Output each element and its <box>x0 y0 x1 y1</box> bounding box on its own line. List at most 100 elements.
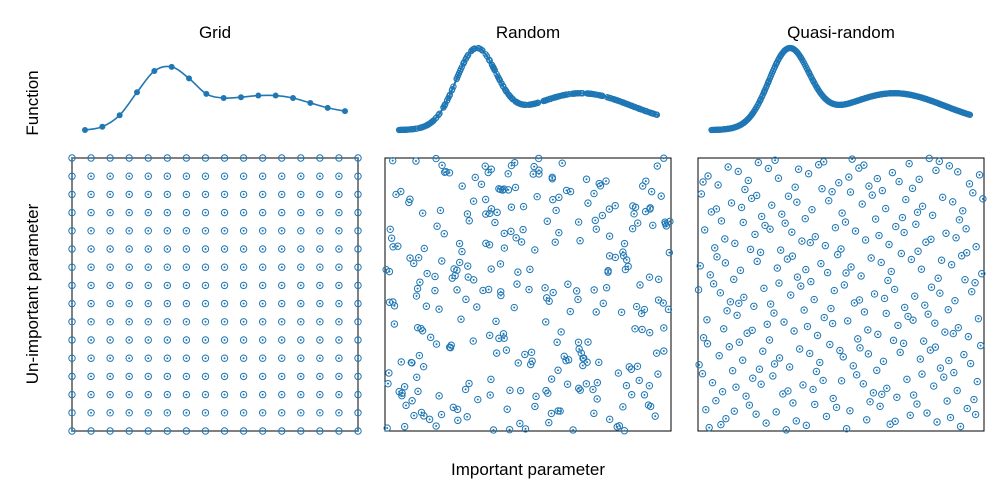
quasi-random-function-point <box>805 69 813 76</box>
quasi-random-sample-point-center <box>890 270 893 273</box>
random-function-point <box>444 97 451 104</box>
grid-sample-point <box>163 299 172 308</box>
grid-sample-point <box>68 318 76 326</box>
random-sample-point <box>534 154 543 163</box>
random-sample-point <box>654 275 663 284</box>
grid-sample-point-center <box>337 211 340 214</box>
quasi-random-sample-point <box>895 177 903 186</box>
random-sample-point-center <box>662 326 665 329</box>
quasi-random-sample-point <box>705 423 713 432</box>
quasi-random-sample-point <box>973 377 981 386</box>
random-sample-point-center <box>633 212 636 215</box>
function-panel-random <box>395 44 661 134</box>
quasi-random-sample-point-center <box>794 186 797 189</box>
grid-sample-point-center <box>337 229 340 232</box>
grid-sample-point-center <box>299 411 302 414</box>
grid-sample-point <box>87 427 95 435</box>
random-function-point <box>419 123 426 131</box>
random-sample-point <box>505 425 514 434</box>
quasi-random-sample-point-center <box>786 258 789 261</box>
quasi-random-sample-point <box>889 336 898 345</box>
grid-sample-point-center <box>280 229 283 232</box>
random-sample-point <box>519 225 527 234</box>
quasi-random-sample-point <box>802 421 811 430</box>
grid-sample-point-center <box>357 393 359 396</box>
quasi-random-sample-point <box>751 230 759 239</box>
quasi-random-sample-point <box>869 389 878 397</box>
grid-sample-point <box>220 427 229 435</box>
quasi-random-sample-point <box>905 159 913 168</box>
random-sample-point <box>449 403 457 412</box>
grid-sample-point-center <box>147 157 150 159</box>
quasi-random-sample-point-center <box>826 271 829 274</box>
grid-function-point <box>134 89 140 96</box>
quasi-random-sample-point <box>870 290 879 298</box>
grid-sample-point <box>335 154 343 162</box>
quasi-random-sample-point-center <box>939 367 942 370</box>
quasi-random-sample-point-center <box>914 223 917 226</box>
quasi-random-sample-point <box>848 155 856 163</box>
quasi-random-sample-point <box>726 298 735 306</box>
quasi-random-function-point <box>891 90 898 97</box>
grid-sample-point <box>87 318 95 326</box>
random-sample-point <box>410 259 418 268</box>
grid-sample-point-center <box>166 430 169 432</box>
quasi-random-sample-point <box>800 306 808 314</box>
grid-sample-point <box>239 427 248 435</box>
quasi-random-function-point <box>755 100 762 107</box>
grid-sample-point-center <box>223 266 226 269</box>
quasi-random-sample-point-center <box>921 205 924 208</box>
random-sample-point <box>406 195 414 203</box>
quasi-random-sample-point-center <box>759 251 762 254</box>
random-sample-point <box>647 187 656 196</box>
random-sample-point-center <box>557 196 560 199</box>
random-sample-point-center <box>557 369 560 372</box>
random-sample-point <box>419 362 428 371</box>
quasi-random-sample-point-center <box>858 298 861 301</box>
quasi-random-sample-point-center <box>822 379 825 382</box>
random-sample-point <box>499 186 507 194</box>
grid-sample-point <box>87 281 95 290</box>
random-sample-point-center <box>456 288 459 291</box>
grid-function-point <box>307 99 314 106</box>
quasi-random-function-point <box>907 91 914 98</box>
grid-sample-point-center <box>337 339 340 341</box>
quasi-random-sample-point <box>859 380 868 388</box>
quasi-random-sample-point-center <box>945 232 948 235</box>
random-sample-point <box>432 154 440 163</box>
quasi-random-sample-point-center <box>802 383 805 386</box>
grid-sample-point <box>182 390 191 399</box>
random-function-point <box>416 124 423 132</box>
quasi-random-sample-point <box>921 301 929 309</box>
quasi-random-sample-point-center <box>886 279 889 282</box>
grid-sample-point-center <box>318 320 321 323</box>
quasi-random-sample-point <box>976 341 985 350</box>
quasi-random-sample-point-center <box>742 296 745 299</box>
quasi-random-function-point <box>712 126 719 133</box>
random-sample-point-center <box>411 399 414 402</box>
xlabel-important: Important parameter <box>451 460 605 479</box>
quasi-random-sample-point-center <box>869 400 872 403</box>
axes-frame-quasi-random <box>697 157 985 432</box>
quasi-random-sample-point-center <box>762 287 765 290</box>
function-panel-grid <box>82 63 348 133</box>
grid-sample-point <box>201 263 210 271</box>
grid-sample-point <box>220 190 229 199</box>
quasi-random-sample-point <box>761 221 769 230</box>
quasi-random-sample-point-center <box>699 264 702 267</box>
random-sample-point <box>392 190 400 199</box>
random-sample-point-center <box>640 312 643 315</box>
random-sample-point-center <box>399 190 402 193</box>
grid-sample-point <box>144 172 152 180</box>
grid-sample-point-center <box>128 229 131 232</box>
random-sample-point-center <box>510 164 513 167</box>
grid-sample-point-center <box>357 229 359 232</box>
quasi-random-function-point <box>842 101 849 108</box>
random-sample-point-center <box>487 171 490 174</box>
random-sample-point <box>645 382 654 390</box>
grid-sample-point-center <box>280 320 283 323</box>
random-function-point <box>549 94 556 102</box>
random-sample-point-center <box>466 265 469 268</box>
quasi-random-sample-point-center <box>706 342 709 345</box>
quasi-random-sample-point-center <box>876 333 879 336</box>
